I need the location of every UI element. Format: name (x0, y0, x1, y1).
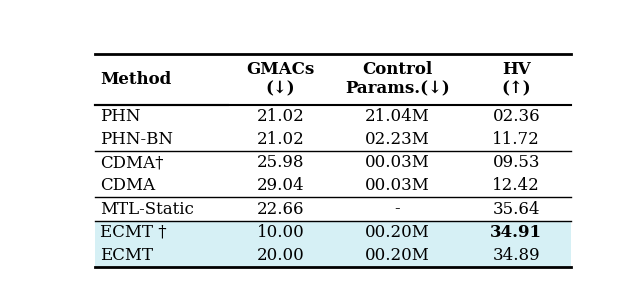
Text: 25.98: 25.98 (257, 154, 305, 171)
Text: 21.02: 21.02 (257, 108, 305, 125)
Text: Control: Control (362, 61, 433, 78)
Text: PHN: PHN (100, 108, 140, 125)
Text: CDMA: CDMA (100, 177, 155, 194)
Text: PHN-BN: PHN-BN (100, 131, 173, 148)
Text: (↑): (↑) (502, 80, 531, 97)
Text: 00.20M: 00.20M (365, 224, 429, 241)
Text: 10.00: 10.00 (257, 224, 305, 241)
Text: 20.00: 20.00 (257, 247, 305, 264)
Text: GMACs: GMACs (246, 61, 315, 78)
Text: CDMA†: CDMA† (100, 154, 163, 171)
Text: Method: Method (100, 71, 171, 88)
Text: 34.89: 34.89 (492, 247, 540, 264)
Text: 21.04M: 21.04M (365, 108, 429, 125)
Text: 12.42: 12.42 (492, 177, 540, 194)
Text: 02.23M: 02.23M (365, 131, 429, 148)
Text: 11.72: 11.72 (492, 131, 540, 148)
Text: HV: HV (502, 61, 531, 78)
Text: 00.20M: 00.20M (365, 247, 429, 264)
Text: Params.(↓): Params.(↓) (345, 80, 450, 97)
Text: 21.02: 21.02 (257, 131, 305, 148)
Text: 34.91: 34.91 (490, 224, 542, 241)
Bar (95, 244, 571, 267)
Text: 29.04: 29.04 (257, 177, 305, 194)
Text: -: - (394, 201, 400, 217)
Text: 02.36: 02.36 (492, 108, 540, 125)
Text: ECMT: ECMT (100, 247, 153, 264)
Bar (95, 221, 571, 244)
Text: ECMT †: ECMT † (100, 224, 166, 241)
Text: 22.66: 22.66 (257, 201, 305, 217)
Text: 09.53: 09.53 (493, 154, 540, 171)
Text: 00.03M: 00.03M (365, 177, 429, 194)
Text: 00.03M: 00.03M (365, 154, 429, 171)
Text: (↓): (↓) (266, 80, 296, 97)
Text: 35.64: 35.64 (493, 201, 540, 217)
Text: MTL-Static: MTL-Static (100, 201, 194, 217)
